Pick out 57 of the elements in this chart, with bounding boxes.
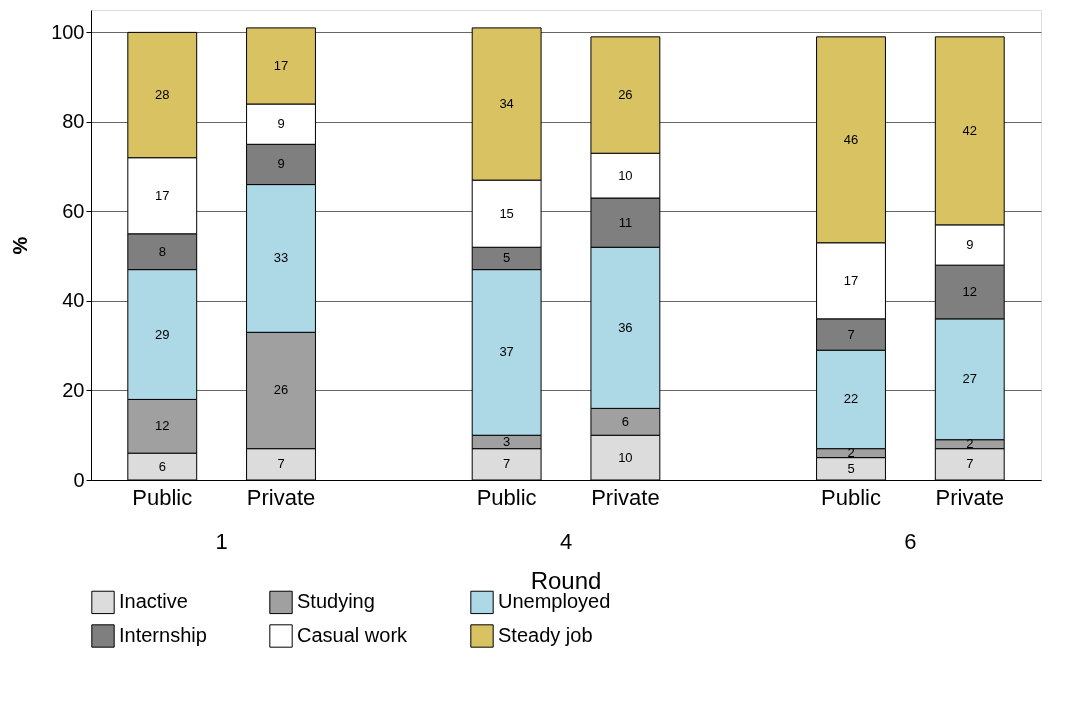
legend-label: Studying xyxy=(297,590,375,613)
x-tick-label: Public xyxy=(476,485,537,510)
data-label: 6 xyxy=(621,413,629,429)
y-tick-label: 0 xyxy=(73,468,85,491)
y-tick-label: 20 xyxy=(62,378,85,401)
data-label: 42 xyxy=(962,122,977,138)
data-label: 9 xyxy=(277,156,285,172)
data-label: 10 xyxy=(618,167,633,183)
data-label: 5 xyxy=(847,460,855,476)
y-tick-label: 100 xyxy=(51,20,85,43)
data-label: 26 xyxy=(273,382,289,398)
x-tick-label: Private xyxy=(591,485,660,510)
text: 1 xyxy=(215,529,228,554)
data-label: 37 xyxy=(499,344,514,360)
data-label: 7 xyxy=(503,456,511,472)
data-label: 6 xyxy=(158,458,166,474)
text: 6 xyxy=(904,529,917,554)
x-tick-label: Public xyxy=(132,485,193,510)
y-tick-label: 60 xyxy=(62,199,85,222)
legend-label: Casual work xyxy=(297,624,409,646)
data-label: 46 xyxy=(843,131,859,147)
legend-label: Internship xyxy=(119,624,207,646)
data-label: 28 xyxy=(155,87,170,103)
legend-label: Steady job xyxy=(498,624,593,646)
data-label: 7 xyxy=(277,456,285,472)
data-label: 15 xyxy=(499,205,514,221)
legend-label: Inactive xyxy=(119,590,188,613)
data-label: 3 xyxy=(503,433,511,449)
data-label: 36 xyxy=(618,319,633,335)
data-label: 29 xyxy=(155,326,170,342)
y-tick-label: 80 xyxy=(62,110,85,133)
y-axis-title: % xyxy=(9,236,32,255)
data-label: 5 xyxy=(503,250,511,266)
data-label: 2 xyxy=(847,445,855,461)
data-label: 11 xyxy=(618,214,633,230)
data-label: 8 xyxy=(158,243,166,259)
data-label: 26 xyxy=(618,87,633,103)
data-label: 12 xyxy=(155,418,170,434)
data-label: 2 xyxy=(966,436,974,452)
data-label: 17 xyxy=(843,272,859,288)
data-label: 10 xyxy=(618,449,633,465)
data-label: 7 xyxy=(847,326,855,342)
data-label: 34 xyxy=(499,96,514,111)
x-tick-label: Private xyxy=(935,485,1004,510)
data-label: 7 xyxy=(966,456,974,472)
data-label: 17 xyxy=(273,57,289,73)
data-label: 12 xyxy=(962,284,977,299)
data-label: 33 xyxy=(273,250,289,266)
data-label: 9 xyxy=(277,116,285,132)
y-tick-label: 40 xyxy=(62,289,85,312)
data-label: 17 xyxy=(155,187,170,203)
x-tick-label: Public xyxy=(821,485,881,510)
data-label: 27 xyxy=(962,371,977,387)
text: 4 xyxy=(559,529,573,554)
data-label: 22 xyxy=(843,391,859,407)
x-tick-label: Private xyxy=(246,485,316,510)
data-label: 9 xyxy=(966,237,974,252)
